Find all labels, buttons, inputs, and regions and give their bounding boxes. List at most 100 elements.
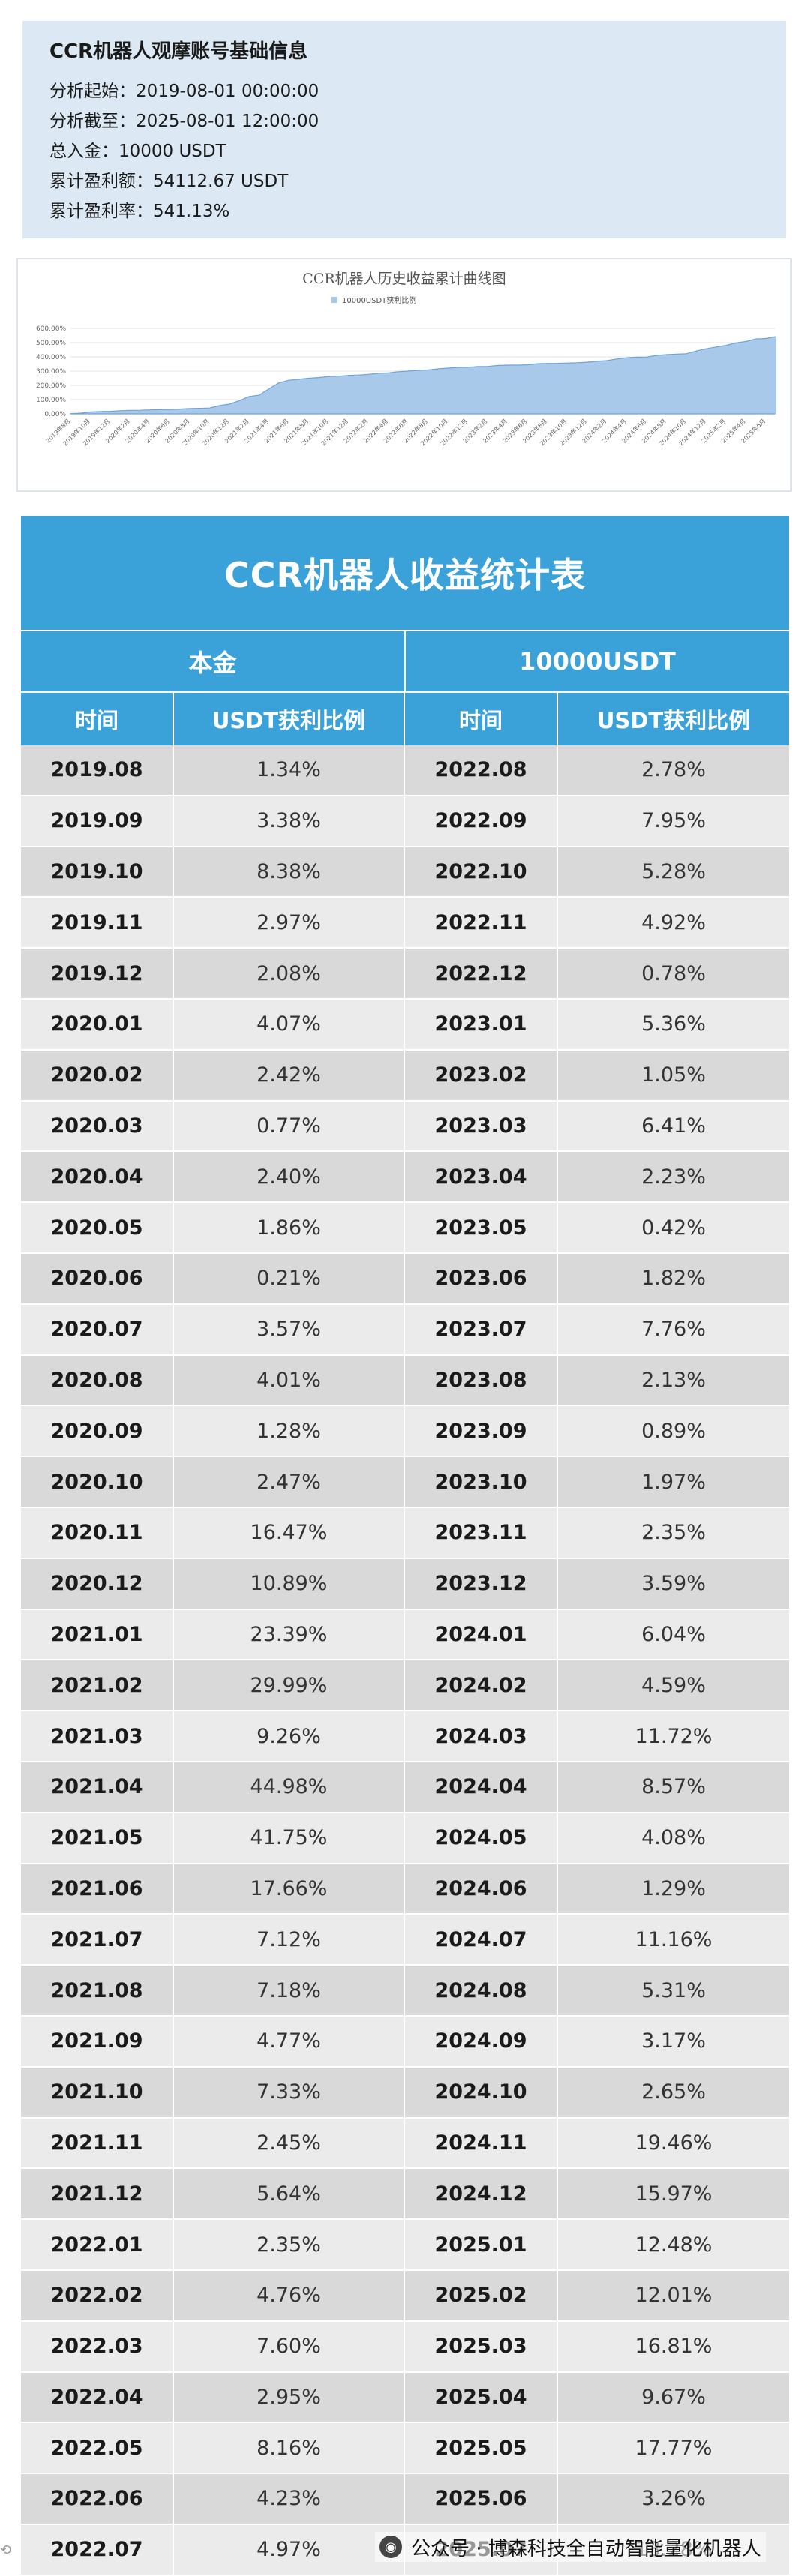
table-row: 2020.02 2.42% 2023.02 1.05%	[21, 1050, 789, 1102]
right-month: 2024.07	[405, 1915, 558, 1965]
left-month: 2021.05	[21, 1813, 174, 1863]
left-month: 2021.06	[21, 1864, 174, 1914]
table-row: 2020.05 1.86% 2023.05 0.42%	[21, 1203, 789, 1254]
left-month: 2020.01	[21, 999, 174, 1049]
right-month: 2023.04	[405, 1152, 558, 1202]
table-row: 2022.05 8.16% 2025.05 17.77%	[21, 2423, 789, 2475]
right-ratio: 8.57%	[558, 1762, 789, 1812]
left-month: 2020.04	[21, 1152, 174, 1202]
left-ratio: 4.76%	[174, 2270, 405, 2320]
left-ratio: 5.64%	[174, 2169, 405, 2219]
table-title: CCR机器人收益统计表	[21, 516, 789, 630]
table-row: 2019.12 2.08% 2022.12 0.78%	[21, 949, 789, 1000]
principal-value: 10000USDT	[519, 647, 676, 676]
right-ratio: 1.05%	[558, 1050, 789, 1100]
table-row: 2020.12 10.89% 2023.12 3.59%	[21, 1558, 789, 1610]
watermark-text: 公众号 · 博森科技全自动智能量化机器人	[411, 2537, 761, 2560]
col-time-right: 时间	[405, 693, 558, 745]
table-row: 2020.04 2.40% 2023.04 2.23%	[21, 1152, 789, 1204]
left-ratio: 0.21%	[174, 1253, 405, 1303]
y-tick-label: 400.00%	[36, 354, 66, 361]
right-ratio: 17.77%	[558, 2423, 789, 2473]
info-profit: 累计盈利额：54112.67 USDT	[50, 172, 289, 191]
right-month: 2023.11	[405, 1507, 558, 1558]
left-ratio: 2.95%	[174, 2372, 405, 2422]
right-ratio: 4.92%	[558, 898, 789, 948]
right-ratio: 4.08%	[558, 1813, 789, 1863]
left-ratio: 1.86%	[174, 1203, 405, 1252]
left-ratio: 8.38%	[174, 847, 405, 897]
right-month: 2024.01	[405, 1609, 558, 1660]
left-month: 2020.10	[21, 1457, 174, 1507]
right-ratio: 0.89%	[558, 1406, 789, 1456]
right-ratio: 12.01%	[558, 2270, 789, 2320]
left-month: 2022.02	[21, 2270, 174, 2320]
series-area	[70, 336, 776, 415]
right-ratio: 4.59%	[558, 1660, 789, 1711]
left-month: 2020.06	[21, 1253, 174, 1303]
left-ratio: 1.34%	[174, 745, 405, 795]
col-ratio-right: USDT获利比例	[596, 708, 751, 733]
left-month: 2019.12	[21, 949, 174, 998]
right-ratio: 3.59%	[558, 1558, 789, 1609]
right-ratio: 2.35%	[558, 1507, 789, 1558]
right-ratio: 11.72%	[558, 1711, 789, 1761]
right-month: 2023.07	[405, 1304, 558, 1354]
table-row: 2020.08 4.01% 2023.08 2.13%	[21, 1355, 789, 1407]
left-month: 2021.12	[21, 2169, 174, 2219]
right-ratio: 2.13%	[558, 1355, 789, 1405]
left-ratio: 4.97%	[174, 2524, 405, 2575]
col-ratio-left: USDT获利比例	[174, 693, 405, 745]
left-ratio: 3.57%	[174, 1304, 405, 1354]
left-ratio: 1.28%	[174, 1406, 405, 1456]
table-row: 2020.06 0.21% 2023.06 1.82%	[21, 1253, 789, 1305]
left-ratio: 7.12%	[174, 1915, 405, 1965]
table-row: 2019.11 2.97% 2022.11 4.92%	[21, 898, 789, 949]
right-ratio: 6.04%	[558, 1609, 789, 1660]
info-start: 分析起始：2019-08-01 00:00:00	[50, 82, 320, 101]
right-month: 2025.03	[405, 2321, 558, 2371]
right-month: 2025.06	[405, 2474, 558, 2524]
right-month: 2024.10	[405, 2067, 558, 2117]
left-month: 2021.04	[21, 1762, 174, 1812]
info-end: 分析截至：2025-08-01 12:00:00	[50, 112, 320, 131]
left-ratio: 2.40%	[174, 1152, 405, 1202]
legend-label: 10000USDT获利比例	[342, 295, 416, 305]
table-row: 2021.11 2.45% 2024.11 19.46%	[21, 2118, 789, 2170]
right-ratio: 1.97%	[558, 1457, 789, 1507]
left-ratio: 2.45%	[174, 2118, 405, 2168]
right-month: 2023.03	[405, 1101, 558, 1151]
right-ratio: 5.36%	[558, 999, 789, 1049]
left-ratio: 29.99%	[174, 1660, 405, 1711]
left-ratio: 0.77%	[174, 1101, 405, 1151]
info-title: CCR机器人观摩账号基础信息	[50, 40, 308, 63]
left-month: 2022.01	[21, 2220, 174, 2269]
left-month: 2022.07	[21, 2524, 174, 2575]
right-month: 2024.02	[405, 1660, 558, 1711]
table-row: 2021.02 29.99% 2024.02 4.59%	[21, 1660, 789, 1712]
right-month: 2022.09	[405, 796, 558, 846]
right-ratio: 3.17%	[558, 2016, 789, 2066]
left-month: 2020.07	[21, 1304, 174, 1354]
left-month: 2020.09	[21, 1406, 174, 1456]
table-row: 2021.07 7.12% 2024.07 11.16%	[21, 1915, 789, 1966]
y-tick-label: 500.00%	[36, 340, 66, 347]
left-ratio: 17.66%	[174, 1864, 405, 1914]
table-row: 2021.10 7.33% 2024.10 2.65%	[21, 2067, 789, 2119]
right-month: 2022.12	[405, 949, 558, 998]
table-body: 2019.08 1.34% 2022.08 2.78% 2019.09 3.38% 2022…	[21, 745, 789, 2576]
right-ratio: 12.48%	[558, 2220, 789, 2269]
account-info-panel: CCR机器人观摩账号基础信息 分析起始：2019-08-01 00:00:00 …	[22, 21, 786, 238]
left-month: 2019.10	[21, 847, 174, 897]
y-tick-label: 0.00%	[44, 411, 66, 418]
left-month: 2019.08	[21, 745, 174, 795]
left-month: 2020.11	[21, 1507, 174, 1558]
right-ratio: 1.82%	[558, 1253, 789, 1303]
right-ratio: 1.29%	[558, 1864, 789, 1914]
right-ratio: 2.78%	[558, 745, 789, 795]
table-row: 2022.02 4.76% 2025.02 12.01%	[21, 2270, 789, 2322]
table-row: 2021.05 41.75% 2024.05 4.08%	[21, 1813, 789, 1864]
table-row: 2022.06 4.23% 2025.06 3.26%	[21, 2474, 789, 2525]
left-month: 2021.11	[21, 2118, 174, 2168]
left-month: 2020.12	[21, 1558, 174, 1609]
